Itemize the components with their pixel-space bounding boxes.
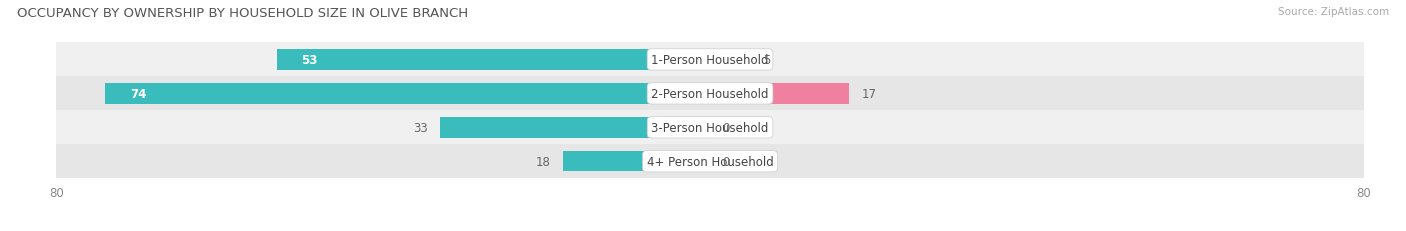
Text: 0: 0 — [723, 121, 730, 134]
Text: 3-Person Household: 3-Person Household — [651, 121, 769, 134]
Bar — [56, 145, 1364, 179]
Text: 74: 74 — [129, 88, 146, 100]
Text: 5: 5 — [763, 54, 770, 67]
Text: 17: 17 — [862, 88, 876, 100]
Bar — [562, 152, 710, 172]
Bar — [710, 84, 849, 104]
Bar — [710, 50, 751, 70]
Text: 2-Person Household: 2-Person Household — [651, 88, 769, 100]
Bar — [56, 77, 1364, 111]
Bar — [440, 118, 710, 138]
Bar — [105, 84, 710, 104]
Bar — [277, 50, 710, 70]
Bar — [56, 111, 1364, 145]
Text: OCCUPANCY BY OWNERSHIP BY HOUSEHOLD SIZE IN OLIVE BRANCH: OCCUPANCY BY OWNERSHIP BY HOUSEHOLD SIZE… — [17, 7, 468, 20]
Text: 33: 33 — [413, 121, 427, 134]
Text: 4+ Person Household: 4+ Person Household — [647, 155, 773, 168]
Bar — [56, 43, 1364, 77]
Text: 53: 53 — [301, 54, 318, 67]
Text: 18: 18 — [536, 155, 551, 168]
Text: 1-Person Household: 1-Person Household — [651, 54, 769, 67]
Text: Source: ZipAtlas.com: Source: ZipAtlas.com — [1278, 7, 1389, 17]
Text: 0: 0 — [723, 155, 730, 168]
